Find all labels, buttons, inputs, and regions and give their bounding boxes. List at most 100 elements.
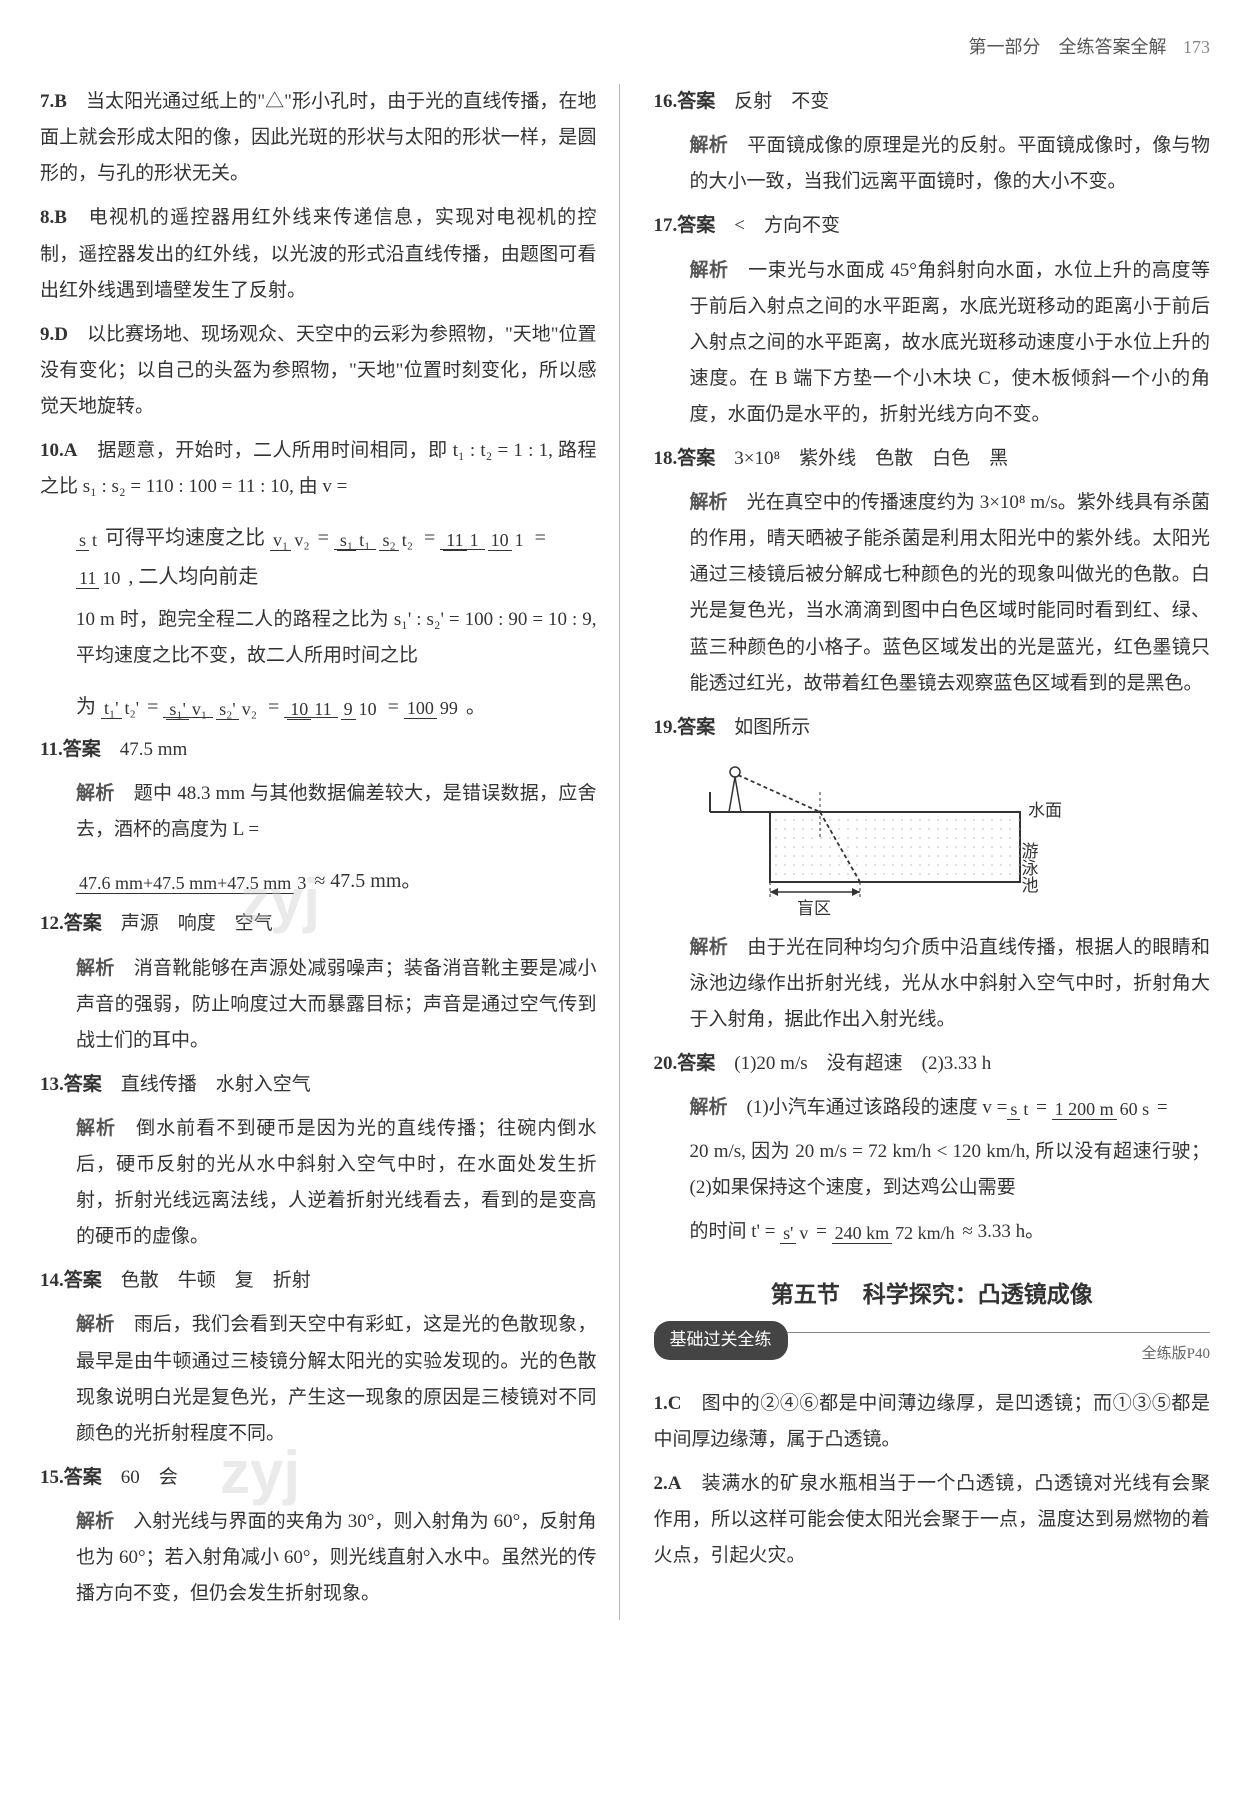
pool-diagram: 水面游泳池盲区 [690, 754, 1070, 924]
two-column-layout: zyj zyj 7.B 当太阳光通过纸上的"△"形小孔时，由于光的直线传播，在地… [40, 84, 1210, 1620]
explanation: 解析 消音靴能够在声源处减弱噪声；装备消音靴主要是减小声音的强弱，防止响度过大而… [40, 951, 597, 1059]
explanation-label: 解析 [690, 135, 729, 156]
answer-label: 答案 [64, 1074, 102, 1095]
question-number: 11. [40, 739, 63, 760]
question-text: 装满水的矿泉水瓶相当于一个凸透镜，凸透镜对光线有会聚作用，所以这样可能会使太阳光… [654, 1473, 1211, 1566]
answer-label: 答案 [64, 1467, 102, 1488]
explanation: 解析 平面镜成像的原理是光的反射。平面镜成像时，像与物的大小一致，当我们远离平面… [654, 128, 1211, 200]
question-text: 以比赛场地、现场观众、天空中的云彩为参照物，"天地"位置没有变化；以自己的头盔为… [40, 324, 597, 417]
answer-text: (1)20 m/s 没有超速 (2)3.33 h [715, 1053, 991, 1074]
pool-diagram-svg: 水面游泳池盲区 [690, 754, 1130, 924]
explanation: 解析 光在真空中的传播速度约为 3×10⁸ m/s。紫外线具有杀菌的作用，晴天晒… [654, 485, 1211, 702]
explanation: 解析 倒水前看不到硬币是因为光的直线传播；往碗内倒水后，硬币反射的光从水中斜射入… [40, 1111, 597, 1255]
question-text: 10 m 时，跑完全程二人的路程之比为 s₁' : s₂' = 100 : 90… [40, 602, 597, 674]
explanation: 解析 由于光在同种均匀介质中沿直线传播，根据人的眼睛和泳池边缘作出折射光线，光从… [654, 930, 1211, 1038]
page-number: 173 [1183, 37, 1210, 57]
question-number: 8.B [40, 207, 67, 228]
explanation-label: 解析 [690, 492, 728, 513]
explanation: 解析 (1)小汽车通过该路段的速度 v =st = 1 200 m60 s = [654, 1090, 1211, 1126]
part-label: 第一部分 全练答案全解 [969, 37, 1167, 57]
explanation-text: 题中 48.3 mm 与其他数据偏差较大，是错误数据，应舍去，酒杯的高度为 L … [76, 783, 596, 840]
answer-text: 反射 不变 [715, 91, 829, 112]
section-q2: 2.A 装满水的矿泉水瓶相当于一个凸透镜，凸透镜对光线有会聚作用，所以这样可能会… [654, 1466, 1211, 1574]
question-number: 1.C [654, 1393, 682, 1414]
answer-text: 直线传播 水射入空气 [102, 1074, 311, 1095]
explanation-label: 解析 [76, 1118, 116, 1139]
question-11: 11.答案 47.5 mm [40, 732, 597, 768]
explanation-text: 入射光线与界面的夹角为 30°，则入射角为 60°，反射角也为 60°；若入射角… [76, 1511, 597, 1604]
question-number: 2.A [654, 1473, 682, 1494]
answer-text: 如图所示 [715, 717, 810, 738]
explanation: 解析 雨后，我们会看到天空中有彩虹，这是光的色散现象，最早是由牛顿通过三棱镜分解… [40, 1307, 597, 1451]
explanation-text: (1)小汽车通过该路段的速度 v = [728, 1097, 1008, 1118]
section-bar: 基础过关全练 全练版P40 [654, 1332, 1211, 1373]
question-text: 电视机的遥控器用红外线来传递信息，实现对电视机的控制，遥控器发出的红外线，以光波… [40, 207, 597, 300]
formula: 为 t₁'t₂' = s₁'v₁s₂'v₂ = 1011910 = 10099 … [40, 682, 597, 732]
question-12: 12.答案 声源 响度 空气 [40, 906, 597, 942]
explanation-label: 解析 [76, 1511, 114, 1532]
answer-label: 答案 [677, 448, 715, 469]
question-18: 18.答案 3×10⁸ 紫外线 色散 白色 黑 [654, 441, 1211, 477]
explanation-text: 消音靴能够在声源处减弱噪声；装备消音靴主要是减小声音的强弱，防止响度过大而暴露目… [76, 958, 597, 1051]
answer-label: 答案 [64, 1270, 102, 1291]
explanation: 解析 入射光线与界面的夹角为 30°，则入射角为 60°，反射角也为 60°；若… [40, 1504, 597, 1612]
formula: 47.6 mm+47.5 mm+47.5 mm3 ≈ 47.5 mm。 [40, 856, 597, 906]
question-number: 7.B [40, 91, 67, 112]
question-number: 10.A [40, 440, 77, 461]
question-number: 14. [40, 1270, 64, 1291]
left-column: zyj zyj 7.B 当太阳光通过纸上的"△"形小孔时，由于光的直线传播，在地… [40, 84, 620, 1620]
answer-text: < 方向不变 [715, 215, 840, 236]
answer-text: 60 会 [102, 1467, 178, 1488]
question-number: 17. [654, 215, 678, 236]
question-19: 19.答案 如图所示 [654, 710, 1211, 746]
question-13: 13.答案 直线传播 水射入空气 [40, 1067, 597, 1103]
question-number: 20. [654, 1053, 678, 1074]
explanation-label: 解析 [76, 783, 115, 804]
question-number: 16. [654, 91, 678, 112]
answer-label: 答案 [677, 717, 715, 738]
answer-text: 色散 牛顿 复 折射 [102, 1270, 311, 1291]
question-10: 10.A 据题意，开始时，二人所用时间相同，即 t₁ : t₂ = 1 : 1,… [40, 433, 597, 505]
pill-label: 基础过关全练 [654, 1321, 788, 1359]
question-number: 12. [40, 913, 64, 934]
formula: st 可得平均速度之比 v₁v₂ = s₁t₁s₂t₂ = 111101 = 1… [40, 513, 597, 601]
question-number: 18. [654, 448, 678, 469]
section-title: 第五节 科学探究：凸透镜成像 [654, 1273, 1211, 1317]
answer-text: 声源 响度 空气 [102, 913, 273, 934]
page-header: 第一部分 全练答案全解 173 [40, 30, 1210, 64]
question-20: 20.答案 (1)20 m/s 没有超速 (2)3.33 h [654, 1046, 1211, 1082]
question-number: 15. [40, 1467, 64, 1488]
explanation-label: 解析 [76, 958, 115, 979]
question-16: 16.答案 反射 不变 [654, 84, 1211, 120]
answer-text: 47.5 mm [101, 739, 188, 760]
answer-label: 答案 [63, 739, 101, 760]
question-text: 当太阳光通过纸上的"△"形小孔时，由于光的直线传播，在地面上就会形成太阳的像，因… [40, 91, 597, 184]
formula: 的时间 t' = s'v = 240 km72 km/h ≈ 3.33 h。 [654, 1214, 1211, 1250]
question-number: 13. [40, 1074, 64, 1095]
explanation-label: 解析 [690, 260, 729, 281]
explanation-label: 解析 [690, 937, 729, 958]
question-8: 8.B 电视机的遥控器用红外线来传递信息，实现对电视机的控制，遥控器发出的红外线… [40, 200, 597, 308]
question-14: 14.答案 色散 牛顿 复 折射 [40, 1263, 597, 1299]
question-7: 7.B 当太阳光通过纸上的"△"形小孔时，由于光的直线传播，在地面上就会形成太阳… [40, 84, 597, 192]
explanation-text: 由于光在同种均匀介质中沿直线传播，根据人的眼睛和泳池边缘作出折射光线，光从水中斜… [690, 937, 1211, 1030]
answer-label: 答案 [64, 913, 102, 934]
explanation-label: 解析 [690, 1097, 728, 1118]
answer-label: 答案 [677, 91, 715, 112]
explanation-text: 平面镜成像的原理是光的反射。平面镜成像时，像与物的大小一致，当我们远离平面镜时，… [690, 135, 1210, 192]
answer-text: 3×10⁸ 紫外线 色散 白色 黑 [715, 448, 1008, 469]
question-17: 17.答案 < 方向不变 [654, 208, 1211, 244]
answer-label: 答案 [677, 215, 715, 236]
question-text: 图中的②④⑥都是中间薄边缘厚，是凹透镜；而①③⑤都是中间厚边缘薄，属于凸透镜。 [654, 1393, 1211, 1450]
answer-label: 答案 [677, 1053, 715, 1074]
explanation-text: 光在真空中的传播速度约为 3×10⁸ m/s。紫外线具有杀菌的作用，晴天晒被子能… [690, 492, 1211, 693]
explanation-text: 20 m/s, 因为 20 m/s = 72 km/h < 120 km/h, … [654, 1134, 1211, 1206]
svg-text:游泳池: 游泳池 [1018, 842, 1038, 893]
formula: st = 1 200 m60 s = [1007, 1097, 1167, 1118]
question-number: 9.D [40, 324, 68, 345]
explanation-label: 解析 [76, 1314, 115, 1335]
question-text: 据题意，开始时，二人所用时间相同，即 t₁ : t₂ = 1 : 1, 路程之比… [40, 440, 597, 497]
explanation: 解析 一束光与水面成 45°角斜射向水面，水位上升的高度等于前后入射点之间的水平… [654, 253, 1211, 433]
right-column: .cn .cn 16.答案 反射 不变 解析 平面镜成像的原理是光的反射。平面镜… [648, 84, 1211, 1620]
explanation: 解析 题中 48.3 mm 与其他数据偏差较大，是错误数据，应舍去，酒杯的高度为… [40, 776, 597, 848]
